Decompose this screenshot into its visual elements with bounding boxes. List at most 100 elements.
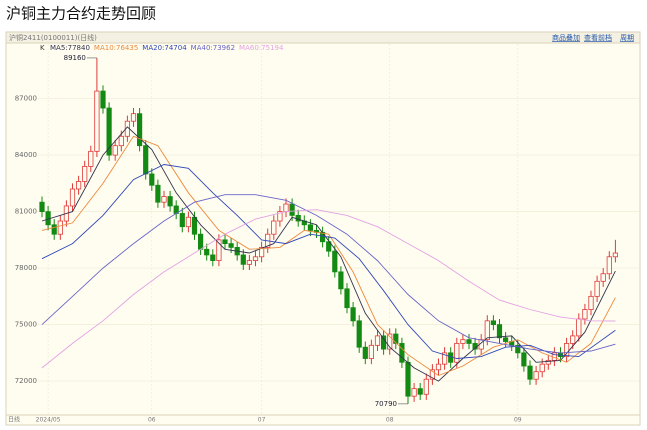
ma-line bbox=[41, 209, 616, 369]
y-tick-label: 78000 bbox=[15, 264, 37, 272]
candle-body bbox=[57, 220, 63, 235]
symbol-label: 沪铜2411(0100011)(日线) bbox=[9, 33, 97, 42]
candle-body bbox=[344, 288, 350, 309]
legend-entry: MA5:77840 bbox=[50, 44, 90, 52]
candle-body bbox=[594, 280, 600, 297]
period-label: 日线 bbox=[8, 416, 20, 424]
candle-body bbox=[82, 166, 88, 182]
legend-entry: MA20:74704 bbox=[142, 44, 187, 52]
annotation: 89160 bbox=[64, 54, 86, 62]
candle-body bbox=[94, 90, 100, 152]
candle-body bbox=[204, 248, 210, 256]
candle-body bbox=[167, 196, 173, 207]
candle-body bbox=[496, 324, 503, 339]
candle-body bbox=[252, 256, 259, 261]
candle-body bbox=[612, 252, 619, 258]
candle-body bbox=[161, 196, 167, 203]
candle-body bbox=[277, 211, 283, 222]
candle-body bbox=[130, 113, 137, 122]
kline-label: K bbox=[40, 44, 45, 52]
candle-body bbox=[149, 173, 155, 186]
candle-body bbox=[350, 307, 356, 322]
y-tick-label: 87000 bbox=[15, 95, 37, 103]
candle-body bbox=[271, 220, 277, 235]
legend-entry: MA40:73962 bbox=[191, 44, 235, 52]
candle-body bbox=[362, 346, 368, 359]
candle-body bbox=[240, 254, 246, 265]
candle-body bbox=[600, 273, 606, 282]
candle-body bbox=[570, 335, 576, 344]
toolbar-link[interactable]: 周期 bbox=[620, 34, 634, 42]
x-tick-label: 06 bbox=[148, 417, 156, 424]
candle-body bbox=[393, 333, 399, 344]
candle-body bbox=[545, 359, 551, 365]
candle-body bbox=[191, 216, 198, 235]
candle-body bbox=[136, 113, 143, 147]
ma-line bbox=[41, 135, 616, 377]
candle-body bbox=[380, 335, 387, 350]
candle-body bbox=[258, 246, 265, 258]
candle-body bbox=[441, 352, 448, 365]
candle-body bbox=[246, 260, 252, 265]
x-tick-label: 07 bbox=[258, 417, 266, 424]
candle-body bbox=[307, 224, 314, 231]
candle-body bbox=[210, 254, 216, 261]
candle-body bbox=[502, 337, 509, 342]
candle-body bbox=[356, 320, 362, 348]
candle-body bbox=[417, 388, 423, 395]
x-tick-label: 2024/05 bbox=[36, 417, 61, 424]
candle-body bbox=[155, 184, 161, 203]
candle-body bbox=[539, 363, 545, 373]
candle-body bbox=[179, 213, 185, 228]
candle-body bbox=[228, 243, 234, 248]
candle-body bbox=[326, 241, 332, 252]
candle-body bbox=[332, 250, 338, 273]
candle-body bbox=[69, 188, 76, 207]
toolbar bbox=[5, 31, 641, 44]
annotation: 70790 bbox=[375, 400, 397, 408]
candle-body bbox=[106, 107, 112, 156]
candle-body bbox=[527, 365, 533, 380]
y-tick-label: 81000 bbox=[15, 208, 37, 216]
y-tick-label: 72000 bbox=[15, 377, 37, 385]
candle-body bbox=[429, 369, 436, 380]
x-tick-label: 09 bbox=[514, 417, 522, 424]
y-tick-label: 84000 bbox=[15, 151, 37, 159]
candle-body bbox=[216, 239, 222, 261]
candle-body bbox=[222, 239, 228, 245]
candle-body bbox=[411, 388, 417, 397]
candle-body bbox=[295, 214, 301, 222]
toolbar-link[interactable]: 商品叠加 bbox=[552, 33, 580, 42]
legend-entry: MA10:76435 bbox=[94, 44, 138, 52]
candle-body bbox=[197, 233, 204, 250]
candle-body bbox=[521, 352, 527, 367]
candle-body bbox=[143, 145, 149, 175]
candle-body bbox=[387, 333, 393, 350]
candle-body bbox=[405, 361, 411, 397]
candle-body bbox=[423, 378, 429, 395]
candle-body bbox=[399, 343, 405, 363]
candle-body bbox=[460, 339, 466, 344]
candle-body bbox=[484, 320, 490, 341]
candle-body bbox=[112, 145, 118, 156]
candle-body bbox=[185, 216, 191, 228]
candle-body bbox=[368, 344, 375, 359]
candle-body bbox=[39, 201, 45, 213]
candle-body bbox=[564, 343, 570, 358]
ma-line bbox=[41, 164, 616, 359]
candle-body bbox=[454, 343, 460, 363]
y-tick-label: 75000 bbox=[15, 321, 37, 329]
candle-body bbox=[576, 318, 582, 337]
candle-body bbox=[88, 150, 94, 167]
candle-body bbox=[76, 181, 82, 190]
candle-body bbox=[490, 320, 497, 326]
x-tick-label: 08 bbox=[386, 417, 394, 424]
candle-body bbox=[606, 256, 612, 275]
candle-body bbox=[283, 203, 289, 213]
toolbar-link[interactable]: 查看前档 bbox=[584, 33, 612, 42]
candle-body bbox=[118, 135, 124, 147]
candle-body bbox=[515, 344, 521, 354]
candle-body bbox=[374, 335, 381, 346]
